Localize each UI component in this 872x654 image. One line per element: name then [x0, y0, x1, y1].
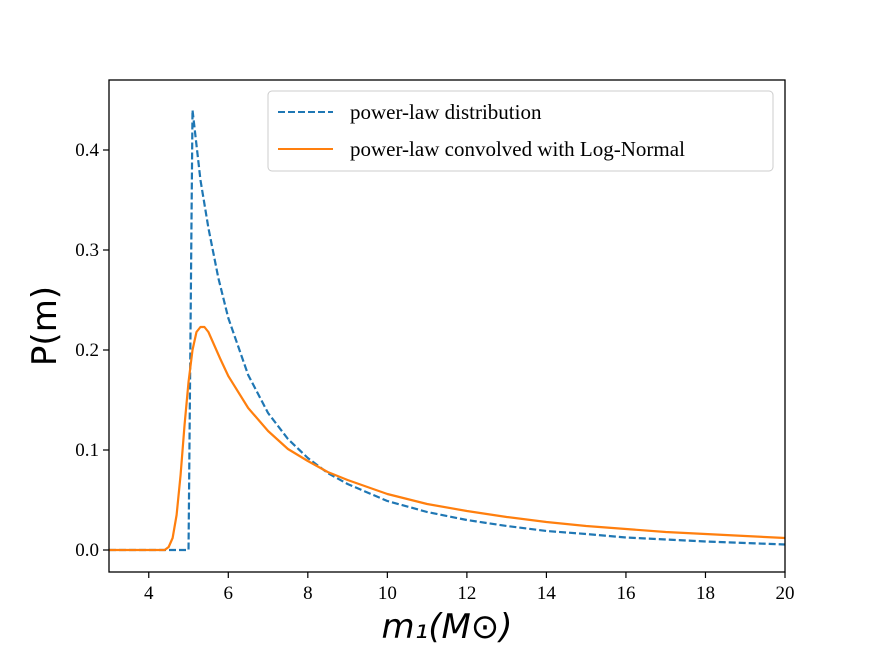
x-tick-label: 8: [303, 583, 313, 604]
legend-label-convolved: power-law convolved with Log-Normal: [350, 137, 685, 161]
legend: power-law distribution power-law convolv…: [267, 90, 774, 172]
x-axis-ticks: 4 6 8 10 12 14 16 18 20: [144, 572, 795, 604]
x-tick-label: 6: [224, 583, 234, 604]
x-tick-label: 18: [696, 583, 715, 604]
y-tick-label: 0.3: [75, 240, 99, 261]
axes-frame: [108, 79, 786, 573]
y-tick-label: 0.2: [75, 340, 99, 361]
x-tick-label: 16: [616, 583, 635, 604]
series-line-convolved: [109, 325, 786, 552]
y-tick-label: 0.1: [75, 440, 99, 461]
x-tick-label: 12: [457, 583, 476, 604]
series-layer: [109, 108, 786, 552]
legend-box: [267, 90, 774, 172]
y-tick-label: 0.0: [75, 540, 99, 561]
x-tick-label: 20: [776, 583, 795, 604]
x-tick-label: 14: [537, 583, 557, 604]
x-tick-label: 10: [378, 583, 397, 604]
y-tick-label: 0.4: [75, 140, 99, 161]
x-axis-title: m₁(M⊙): [381, 607, 512, 647]
y-axis-title: P(m): [25, 286, 65, 366]
x-tick-label: 4: [144, 583, 154, 604]
legend-label-power-law: power-law distribution: [350, 100, 542, 124]
y-axis-ticks: 0.0 0.1 0.2 0.3 0.4: [75, 140, 109, 561]
